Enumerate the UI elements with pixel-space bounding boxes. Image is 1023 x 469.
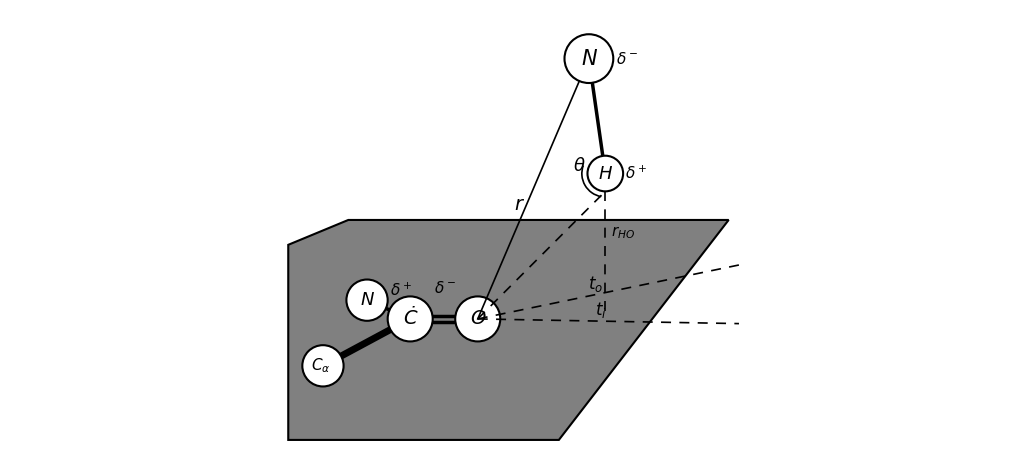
Text: $C_\alpha$: $C_\alpha$: [311, 356, 330, 375]
Text: $t_o$: $t_o$: [588, 274, 604, 294]
Circle shape: [347, 280, 388, 321]
Circle shape: [587, 156, 623, 191]
Text: $\delta^-$: $\delta^-$: [434, 280, 456, 296]
Text: $r_{HO}$: $r_{HO}$: [611, 224, 635, 241]
Circle shape: [303, 345, 344, 386]
Text: Ċ: Ċ: [403, 310, 417, 328]
Circle shape: [455, 296, 500, 341]
Polygon shape: [288, 220, 728, 440]
Text: $\delta^+$: $\delta^+$: [625, 165, 648, 182]
Text: N: N: [581, 49, 596, 68]
Circle shape: [565, 34, 613, 83]
Text: r: r: [515, 195, 523, 213]
Text: $\delta^-$: $\delta^-$: [616, 51, 638, 67]
Text: $t_i$: $t_i$: [594, 300, 607, 319]
Circle shape: [388, 296, 433, 341]
Text: O: O: [470, 310, 486, 328]
Text: $\delta^+$: $\delta^+$: [390, 282, 412, 299]
Text: $\theta$: $\theta$: [573, 158, 586, 175]
Text: H: H: [598, 165, 612, 182]
Text: N: N: [360, 291, 373, 309]
